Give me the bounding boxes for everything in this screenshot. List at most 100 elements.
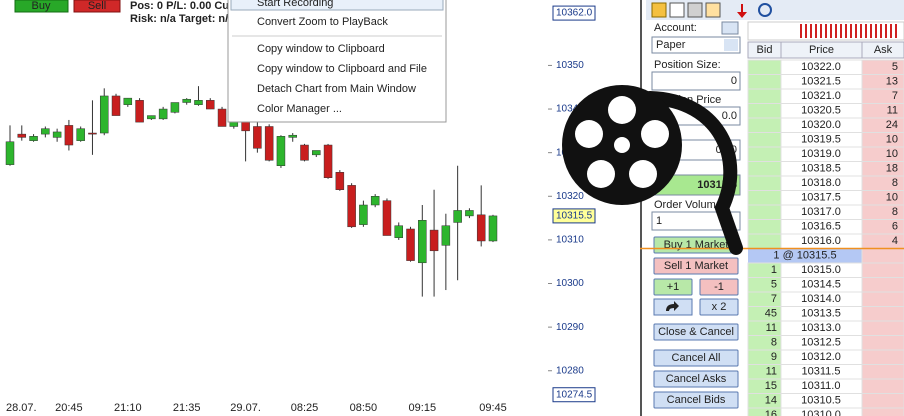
- tool-icon[interactable]: [669, 2, 685, 18]
- status-line: Risk: n/a Target: n/a: [130, 13, 235, 25]
- x-tick-label: 08:25: [291, 402, 319, 414]
- field-value: Paper: [656, 39, 686, 51]
- candle-body: [370, 196, 380, 206]
- bid-size: 16: [765, 409, 777, 416]
- menu-item[interactable]: Color Manager ...: [257, 103, 342, 115]
- tool-icon[interactable]: [758, 3, 772, 17]
- y-tick-label: 10290: [556, 322, 584, 333]
- button-label: Cancel Bids: [667, 394, 726, 406]
- ask-size: 4: [892, 235, 898, 247]
- ask-price: 10316.0: [801, 235, 841, 247]
- button[interactable]: [653, 323, 739, 341]
- stripe: [845, 24, 847, 38]
- button-label: x 2: [712, 301, 727, 313]
- stripe: [895, 24, 897, 38]
- cell: [861, 335, 904, 351]
- button[interactable]: [653, 257, 739, 275]
- candle-body: [312, 150, 321, 156]
- candle-body: [170, 102, 180, 113]
- tool-icon[interactable]: [737, 4, 747, 18]
- sell-button[interactable]: [73, 0, 121, 13]
- ask-price: 10321.5: [801, 76, 841, 88]
- candle-body: [182, 98, 191, 103]
- ask-size: 18: [886, 163, 898, 175]
- button-label: Close & Cancel: [658, 326, 734, 338]
- depth-of-market: Bid Price Ask 10322.0 5 10321.5 13 10321.0 7 1032…: [640, 41, 904, 416]
- ask-size: 24: [886, 119, 898, 131]
- price-marker-label: 10315.5: [556, 211, 593, 222]
- cell: [747, 190, 782, 206]
- y-tick-label: 10310: [556, 235, 584, 246]
- candle-body: [335, 172, 345, 190]
- menu-item[interactable]: Convert Zoom to PlayBack: [257, 16, 388, 28]
- candle-body: [394, 225, 403, 238]
- candle-body: [158, 108, 168, 120]
- button[interactable]: [653, 349, 739, 367]
- button[interactable]: [699, 278, 739, 296]
- stripe: [850, 24, 852, 38]
- bid-size: 9: [771, 351, 777, 363]
- cell: [747, 219, 782, 235]
- stripe: [815, 24, 817, 38]
- menu-item[interactable]: Detach Chart from Main Window: [257, 83, 416, 95]
- dropdown-arrow[interactable]: [724, 39, 738, 51]
- stripe: [875, 24, 877, 38]
- film-reel-icon: [562, 85, 743, 255]
- button[interactable]: [699, 298, 739, 316]
- y-tick-label: 10340: [556, 104, 584, 115]
- button-label: Cancel All: [672, 352, 721, 364]
- menu-item[interactable]: Start Recording: [257, 0, 333, 9]
- ask-size: 13: [886, 76, 898, 88]
- bid-price: 10312.5: [801, 337, 841, 349]
- candle-body: [17, 133, 27, 138]
- chart-area: 1028010290103001031010320103301034010350…: [5, 0, 596, 414]
- bid-price: 10313.0: [801, 322, 841, 334]
- button[interactable]: [653, 391, 739, 409]
- bid-price: 10310.0: [801, 409, 841, 416]
- cell: [747, 233, 782, 249]
- cell: [861, 378, 904, 394]
- ask-price: 10320.0: [801, 119, 841, 131]
- menu-item[interactable]: Copy window to Clipboard: [257, 43, 385, 55]
- cell: [747, 59, 782, 75]
- cell: [747, 161, 782, 177]
- ask-size: 8: [892, 177, 898, 189]
- button-label: +1: [667, 281, 680, 293]
- field-value: 0: [731, 75, 737, 87]
- button[interactable]: [653, 278, 693, 296]
- ask-price: 10319.0: [801, 148, 841, 160]
- ask-size: 10: [886, 148, 898, 160]
- bid-size: 7: [771, 293, 777, 305]
- y-tick-label: 10280: [556, 365, 584, 376]
- reel-hole: [587, 160, 615, 188]
- bid-size: 11: [766, 322, 777, 334]
- x-tick-label: 20:45: [55, 402, 83, 414]
- cell: [861, 306, 904, 322]
- cell: [861, 364, 904, 380]
- cell: [747, 146, 782, 162]
- candle-body: [465, 210, 474, 217]
- bid-size: 8: [771, 337, 777, 349]
- x-tick-label: 28.07.: [6, 402, 37, 414]
- tool-icon[interactable]: [651, 2, 667, 18]
- candle-body: [206, 100, 215, 110]
- candle-body: [76, 128, 85, 141]
- menu-item[interactable]: Copy window to Clipboard and File: [257, 63, 427, 75]
- candle-body: [52, 131, 62, 138]
- cell: [747, 132, 782, 148]
- button-label: -1: [714, 281, 724, 293]
- header-label: Price: [809, 44, 834, 56]
- y-tick-label: 10320: [556, 191, 584, 202]
- cell: [861, 291, 904, 307]
- inside-quote: 1 @ 10315.5: [773, 250, 836, 262]
- candle-body: [406, 228, 415, 261]
- tool-icon[interactable]: [705, 2, 721, 18]
- bid-size: 5: [771, 279, 777, 291]
- button[interactable]: [653, 370, 739, 388]
- field-value: 0.0: [722, 110, 737, 122]
- tool-icon[interactable]: [687, 2, 703, 18]
- expand-button[interactable]: [721, 21, 739, 35]
- buy-button[interactable]: [14, 0, 69, 13]
- cell: [861, 262, 904, 278]
